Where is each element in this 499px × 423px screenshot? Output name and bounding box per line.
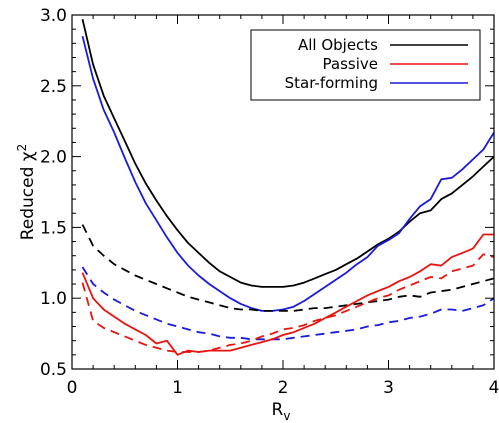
labels-layer: 0 1 2 3 4 0.5 1.0 1.5 2.0 2.5 3.0 [40,6,499,398]
legend-box [250,29,481,101]
legend-label-star-forming: Star-forming [285,74,378,92]
x-axis-title: Rv [272,400,291,423]
y-tick-label: 2.0 [40,148,67,168]
series-line-star-forming [81,35,495,312]
series-layer [81,18,495,356]
y-axis-title-superscript: 2 [15,144,29,152]
y-tick-label: 2.5 [40,77,67,97]
x-tick-label: 3 [383,378,394,398]
y-tick-label: 1.5 [40,218,67,238]
x-axis-title-subscript: v [283,409,290,423]
series-line-star-forming-dashed [81,266,495,341]
x-tick-label: 1 [172,378,183,398]
series-line-passive-dashed [81,253,495,353]
legend-label-all-objects: All Objects [298,36,378,54]
x-tick-label: 4 [489,378,499,398]
y-axis-title: Reduced χ2 [15,144,38,241]
x-tick-label: 0 [67,378,78,398]
y-tick-label: 0.5 [40,360,67,380]
legend: All Objects Passive Star-forming [250,29,481,101]
legend-label-passive: Passive [323,55,378,73]
y-tick-label: 3.0 [40,6,67,26]
series-line-all-objects-dashed [81,224,495,312]
ticks-layer [71,14,495,370]
y-axis-title-main: Reduced χ [18,151,38,240]
y-tick-label: 1.0 [40,289,67,309]
series-line-passive [81,233,494,356]
x-axis-title-main: R [272,400,284,420]
x-tick-label: 2 [278,378,289,398]
series-line-all-objects [81,18,495,288]
